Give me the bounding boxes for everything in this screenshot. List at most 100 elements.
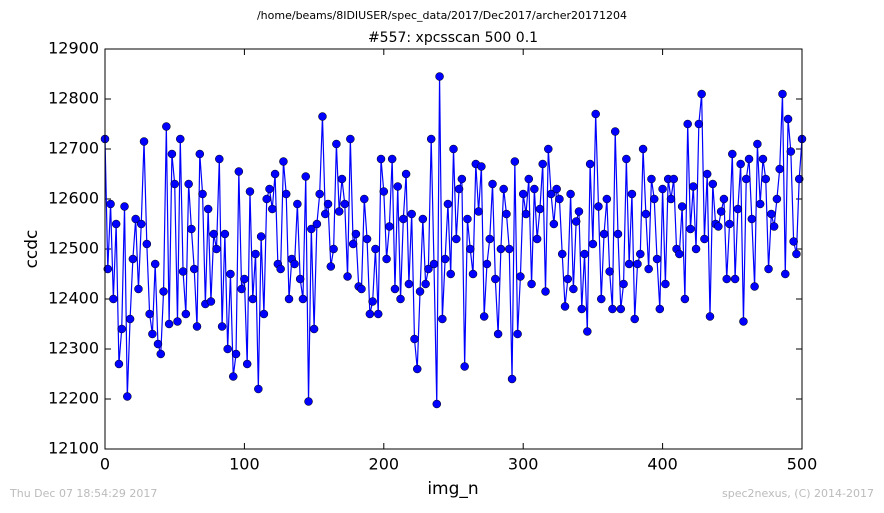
data-point xyxy=(689,182,698,191)
data-point xyxy=(560,302,570,311)
data-point xyxy=(268,204,277,214)
data-point xyxy=(716,207,726,216)
data-point xyxy=(184,179,193,189)
data-point xyxy=(733,204,743,214)
data-point xyxy=(552,184,561,194)
x-tick-label: 400 xyxy=(647,455,678,474)
data-point xyxy=(513,329,522,339)
data-point xyxy=(206,297,216,306)
data-point xyxy=(482,259,492,269)
data-point xyxy=(538,159,547,169)
data-point xyxy=(691,244,701,254)
data-point xyxy=(432,399,442,409)
data-point xyxy=(440,254,450,264)
data-point xyxy=(794,174,804,184)
y-tick-label: 12400 xyxy=(48,289,99,308)
data-point xyxy=(117,324,126,334)
data-point xyxy=(418,214,428,224)
data-point xyxy=(209,229,218,239)
data-point xyxy=(702,169,712,179)
data-point xyxy=(109,294,118,304)
data-point xyxy=(666,194,676,204)
data-point xyxy=(641,209,651,219)
x-axis-label: img_n xyxy=(427,479,478,499)
data-point xyxy=(309,324,319,334)
data-point xyxy=(588,239,598,249)
data-point xyxy=(228,372,238,381)
data-point xyxy=(705,312,715,321)
data-point xyxy=(786,147,796,156)
data-point xyxy=(449,144,458,154)
data-point xyxy=(114,359,124,369)
data-point xyxy=(245,187,255,196)
x-tick-label: 0 xyxy=(100,455,110,474)
data-point xyxy=(212,244,221,254)
data-point xyxy=(156,349,166,359)
data-point xyxy=(357,284,366,294)
data-point xyxy=(677,202,687,211)
data-point xyxy=(262,194,271,204)
data-point xyxy=(220,229,230,239)
data-point xyxy=(134,284,143,294)
data-point xyxy=(293,199,302,209)
data-point xyxy=(460,362,469,371)
data-point xyxy=(636,249,645,259)
data-point xyxy=(276,264,285,274)
data-point xyxy=(304,397,313,406)
data-point xyxy=(362,234,372,244)
data-point xyxy=(655,304,665,314)
data-point xyxy=(426,134,436,144)
data-point xyxy=(485,234,494,244)
data-point xyxy=(373,309,383,319)
data-point xyxy=(549,219,559,229)
data-point xyxy=(379,187,389,196)
data-point xyxy=(457,174,467,184)
data-point xyxy=(128,254,138,264)
data-point xyxy=(139,137,149,146)
data-point xyxy=(465,244,475,254)
data-point xyxy=(404,279,414,289)
data-point xyxy=(429,259,439,269)
data-point xyxy=(452,234,461,244)
data-point xyxy=(541,287,550,296)
data-point xyxy=(312,219,322,229)
data-point xyxy=(580,249,589,259)
data-point xyxy=(424,264,433,274)
data-point xyxy=(577,304,586,314)
data-point xyxy=(290,259,299,269)
data-point xyxy=(187,224,196,234)
data-point xyxy=(298,294,308,304)
data-point xyxy=(694,119,704,129)
data-point xyxy=(167,149,177,159)
data-point xyxy=(148,329,157,339)
data-point xyxy=(530,184,539,194)
data-point xyxy=(527,279,536,289)
data-point xyxy=(189,264,199,274)
data-point xyxy=(351,229,361,239)
data-point xyxy=(725,219,734,229)
data-point xyxy=(413,364,422,374)
data-point xyxy=(477,162,486,171)
data-point xyxy=(468,269,478,279)
data-point xyxy=(390,284,400,294)
data-point xyxy=(421,279,430,289)
data-point xyxy=(281,189,291,199)
y-axis-label: ccdc xyxy=(22,230,42,269)
data-point xyxy=(493,329,503,339)
y-tick-label: 12900 xyxy=(48,39,99,58)
data-point xyxy=(136,219,146,229)
data-point xyxy=(248,294,258,304)
data-point xyxy=(747,214,757,224)
data-point xyxy=(393,182,402,191)
data-point xyxy=(605,267,614,276)
data-point xyxy=(385,222,394,231)
data-point xyxy=(454,184,464,194)
data-point xyxy=(474,207,483,216)
data-point xyxy=(307,224,316,234)
data-point xyxy=(254,384,263,394)
y-tick-label: 12100 xyxy=(48,439,99,458)
data-point xyxy=(769,222,779,231)
data-point xyxy=(387,154,397,164)
data-point xyxy=(761,174,771,184)
